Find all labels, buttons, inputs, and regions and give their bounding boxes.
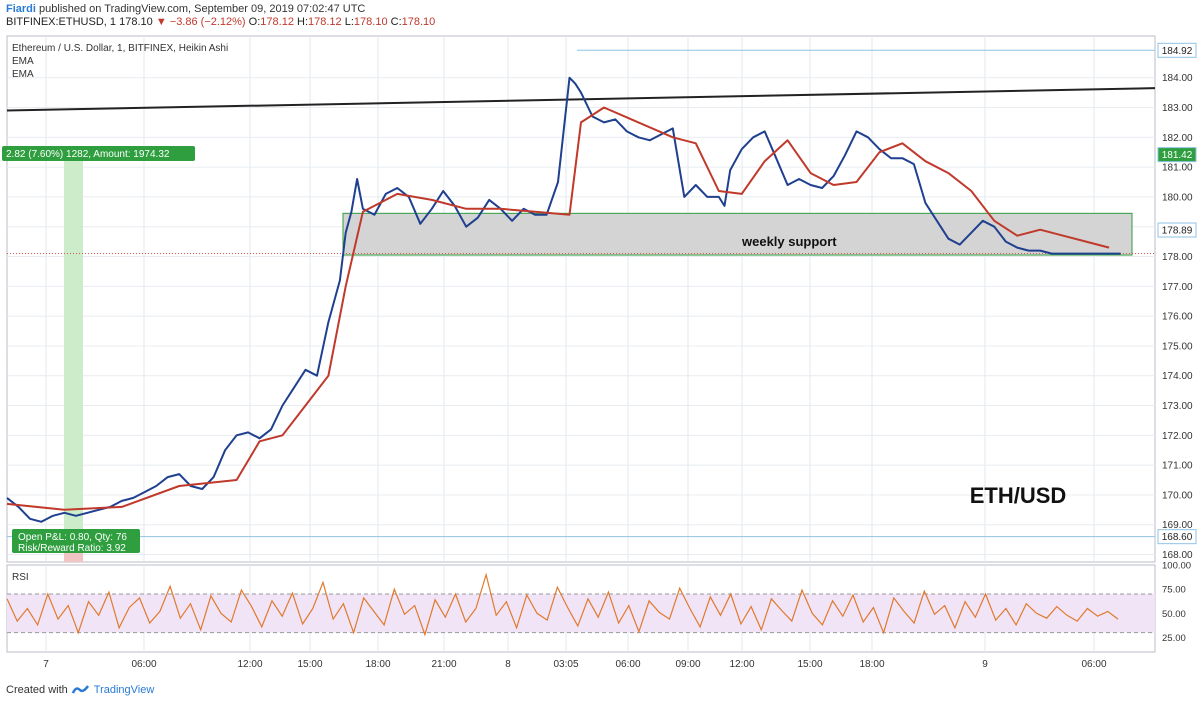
symbol-annotation: ETH/USD (970, 483, 1067, 508)
x-tick-label: 21:00 (431, 659, 456, 670)
created-with-text: Created with (6, 684, 68, 696)
rsi-tick-label: 50.00 (1162, 609, 1186, 620)
x-tick-label: 8 (505, 659, 511, 670)
price-label: 168.60 (1162, 532, 1193, 543)
heikin-ashi-series (6, 76, 1121, 523)
y-tick-label: 174.00 (1162, 371, 1193, 382)
close-value: 178.10 (401, 16, 436, 28)
y-tick-label: 172.00 (1162, 431, 1193, 442)
y-tick-label: 177.00 (1162, 282, 1193, 293)
pnl-label: Open P&L: 0.80, Qty: 76 (18, 532, 127, 543)
resistance-trendline[interactable] (6, 87, 1156, 112)
risk-reward-label: Risk/Reward Ratio: 3.92 (18, 543, 126, 554)
x-tick-label: 06:00 (131, 659, 156, 670)
x-tick-label: 06:00 (1081, 659, 1106, 670)
high-value: 178.12 (308, 16, 342, 28)
open-label: O: (248, 16, 261, 28)
price-label-box (1157, 222, 1197, 238)
symbol-label: BITFINEX:ETHUSD, 1 (6, 16, 117, 28)
y-tick-label: 171.00 (1162, 461, 1193, 472)
support-annotation: weekly support (741, 234, 837, 249)
price-label-box (1157, 529, 1197, 545)
y-tick-label: 168.00 (1162, 550, 1193, 561)
rsi-label: RSI (12, 572, 29, 583)
low-label: L: (344, 16, 354, 28)
y-tick-label: 170.00 (1162, 490, 1193, 501)
x-tick-label: 03:05 (553, 659, 578, 670)
ohlc-bar: BITFINEX:ETHUSD, 1 178.10 ▼ −3.86 (−2.12… (6, 16, 435, 28)
chart-title: Ethereum / U.S. Dollar, 1, BITFINEX, Hei… (12, 43, 228, 54)
publish-text: published on TradingView.com, September … (39, 3, 366, 15)
high-label: H: (297, 16, 309, 28)
change-value: −3.86 (−2.12%) (169, 16, 246, 28)
rsi-line (6, 572, 1119, 637)
x-tick-label: 12:00 (729, 659, 754, 670)
last-price: 178.10 (119, 16, 153, 28)
indicator-label: EMA (12, 69, 34, 80)
y-tick-label: 176.00 (1162, 312, 1193, 323)
rsi-tick-label: 100.00 (1162, 561, 1191, 572)
x-tick-label: 06:00 (615, 659, 640, 670)
target-stats-label: 2.82 (7.60%) 1282, Amount: 1974.32 (6, 149, 170, 160)
price-label: 178.89 (1162, 226, 1193, 237)
price-label-box (1157, 42, 1197, 58)
open-value: 178.12 (260, 16, 294, 28)
y-tick-label: 182.00 (1162, 133, 1193, 144)
x-tick-label: 15:00 (797, 659, 822, 670)
rsi-tick-label: 75.00 (1162, 585, 1186, 596)
rsi-band (7, 594, 1155, 633)
y-tick-label: 184.00 (1162, 73, 1193, 84)
price-label-box (1157, 147, 1197, 163)
y-tick-label: 175.00 (1162, 341, 1193, 352)
y-tick-label: 183.00 (1162, 103, 1193, 114)
publish-info: Fiardi published on TradingView.com, Sep… (6, 3, 365, 15)
indicator-label: EMA (12, 56, 34, 67)
author-name[interactable]: Fiardi (6, 3, 36, 15)
ema-series (6, 106, 1110, 511)
position-info-box (12, 529, 140, 553)
x-tick-label: 12:00 (237, 659, 262, 670)
y-tick-label: 178.00 (1162, 252, 1193, 263)
low-value: 178.10 (353, 16, 388, 28)
price-label: 181.42 (1162, 150, 1193, 161)
x-tick-label: 18:00 (859, 659, 884, 670)
profit-zone (64, 157, 83, 562)
tradingview-brand[interactable]: TradingView (93, 684, 155, 696)
x-tick-label: 18:00 (365, 659, 390, 670)
x-tick-label: 09:00 (675, 659, 700, 670)
y-tick-label: 180.00 (1162, 192, 1193, 203)
price-label: 184.92 (1162, 46, 1193, 57)
rsi-tick-label: 25.00 (1162, 633, 1186, 644)
change-down-icon: ▼ (155, 16, 167, 28)
footer: Created with TradingView (6, 684, 154, 696)
y-tick-label: 181.00 (1162, 163, 1193, 174)
close-label: C: (390, 16, 402, 28)
x-tick-label: 9 (982, 659, 988, 670)
y-tick-label: 173.00 (1162, 401, 1193, 412)
y-tick-label: 169.00 (1162, 520, 1193, 531)
tradingview-logo-icon[interactable] (71, 684, 90, 696)
x-tick-label: 7 (43, 659, 49, 670)
x-tick-label: 15:00 (297, 659, 322, 670)
target-stats-box (2, 146, 195, 161)
